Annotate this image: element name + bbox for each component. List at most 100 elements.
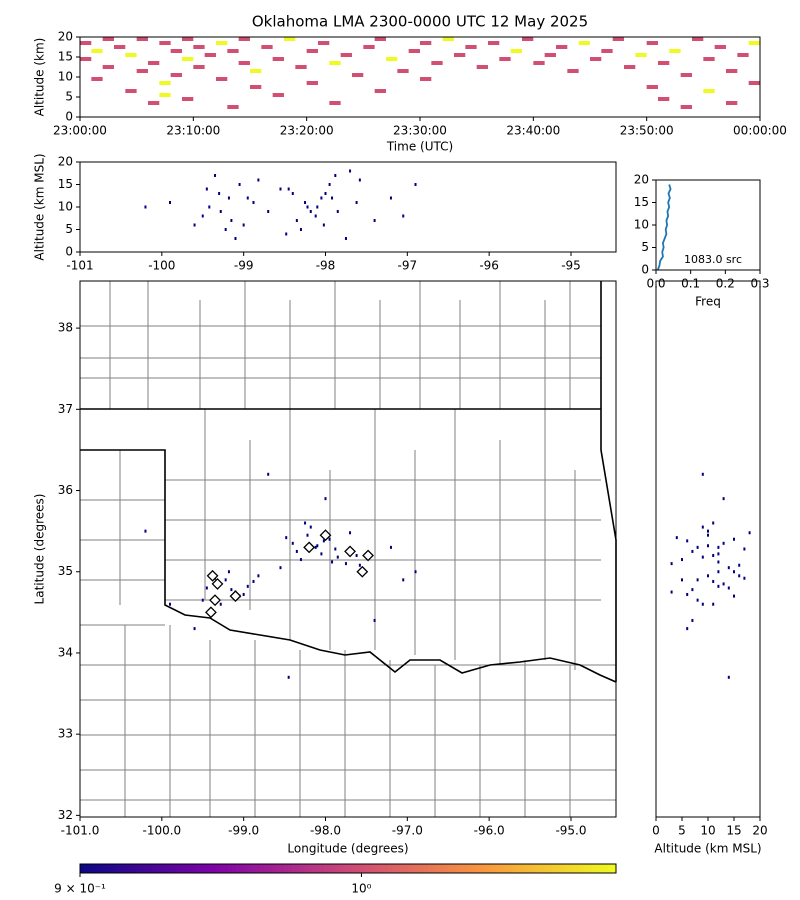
source-point (402, 578, 405, 582)
source-point (670, 590, 673, 594)
source-point (218, 192, 221, 195)
source-point (257, 178, 260, 182)
source-point (322, 223, 325, 227)
colorbar-gradient (172, 864, 177, 873)
density-cell (261, 45, 273, 49)
colorbar-gradient (540, 864, 545, 873)
source-point (224, 228, 227, 231)
density-cell (680, 105, 692, 109)
density-cell (91, 77, 103, 81)
source-point (712, 521, 715, 525)
density-cell (136, 69, 148, 73)
colorbar-gradient (264, 864, 269, 873)
colorbar-gradient (344, 864, 349, 873)
source-point (208, 205, 211, 209)
source-point (205, 187, 208, 191)
colorbar-gradient (112, 864, 117, 873)
colorbar-gradient (300, 864, 305, 873)
y-axis-label: Altitude (km MSL) (33, 153, 47, 260)
x-tick-label: -99 (234, 259, 254, 273)
colorbar-gradient (116, 864, 121, 873)
source-point (717, 560, 720, 564)
colorbar-gradient (388, 864, 393, 873)
x-tick-label: -97 (398, 259, 418, 273)
source-point (246, 584, 249, 588)
colorbar-gradient (324, 864, 329, 873)
colorbar-gradient (196, 864, 201, 873)
density-cell (669, 49, 681, 53)
y-tick-label: 38 (58, 321, 73, 335)
colorbar-gradient (612, 864, 617, 873)
y-tick-label: 36 (58, 483, 73, 497)
colorbar-gradient (544, 864, 549, 873)
colorbar-gradient (520, 864, 525, 873)
colorbar-gradient (80, 864, 85, 873)
source-point (707, 544, 709, 548)
colorbar-gradient (592, 864, 597, 873)
colorbar-gradient (288, 864, 293, 873)
density-cell (306, 49, 318, 53)
source-point (334, 174, 337, 177)
source-point (287, 187, 290, 191)
colorbar-gradient (532, 864, 537, 873)
colorbar-gradient (88, 864, 93, 873)
colorbar-gradient (548, 864, 553, 873)
density-cell (329, 61, 341, 65)
source-point (358, 178, 361, 182)
colorbar-gradient (332, 864, 337, 873)
density-cell (703, 57, 715, 61)
density-cell (295, 65, 307, 69)
source-point (738, 574, 741, 578)
station (229, 590, 242, 603)
density-cell (544, 53, 556, 57)
colorbar-gradient (416, 864, 421, 873)
y-tick-label: 20 (58, 30, 73, 44)
colorbar-gradient (600, 864, 605, 873)
source-point (344, 562, 347, 566)
x-tick-label: -95.0 (555, 824, 586, 838)
density-cell (488, 41, 500, 45)
colorbar-gradient (152, 864, 157, 873)
colorbar-gradient (552, 864, 557, 873)
x-tick-label: -99.0 (228, 824, 259, 838)
colorbar-gradient (276, 864, 281, 873)
colorbar-gradient (460, 864, 465, 873)
colorbar-gradient (340, 864, 345, 873)
density-cell (216, 41, 228, 45)
density-cell (646, 41, 658, 45)
colorbar-gradient (100, 864, 105, 873)
colorbar-gradient (512, 864, 517, 873)
density-cell (476, 65, 488, 69)
source-point (355, 201, 358, 204)
colorbar-gradient (376, 864, 381, 873)
colorbar-gradient (124, 864, 129, 873)
source-point (328, 183, 331, 186)
colorbar-gradient (248, 864, 253, 873)
density-cell (284, 37, 296, 41)
station (205, 606, 217, 619)
colorbar-gradient (384, 864, 389, 873)
x-tick-label: -95 (561, 259, 581, 273)
source-point (201, 598, 204, 602)
source-point (331, 196, 334, 200)
colorbar-gradient (204, 864, 209, 873)
colorbar-gradient (448, 864, 453, 873)
y-axis-label: Altitude (km) (33, 38, 47, 117)
colorbar-gradient (236, 864, 241, 873)
density-cell (692, 37, 704, 41)
source-point (306, 205, 309, 209)
density-cell (658, 97, 670, 101)
source-point (707, 533, 709, 537)
density-cell (748, 81, 760, 85)
density-cell (714, 45, 726, 49)
source-point (201, 214, 204, 218)
density-cell (431, 61, 443, 65)
colorbar-gradient (108, 864, 113, 873)
source-point (701, 555, 704, 559)
colorbar-gradient (488, 864, 493, 873)
density-cell (578, 41, 590, 45)
colorbar-gradient (232, 864, 237, 873)
source-point (331, 560, 334, 564)
source-point (193, 627, 196, 631)
y-tick-label: 34 (58, 645, 73, 659)
